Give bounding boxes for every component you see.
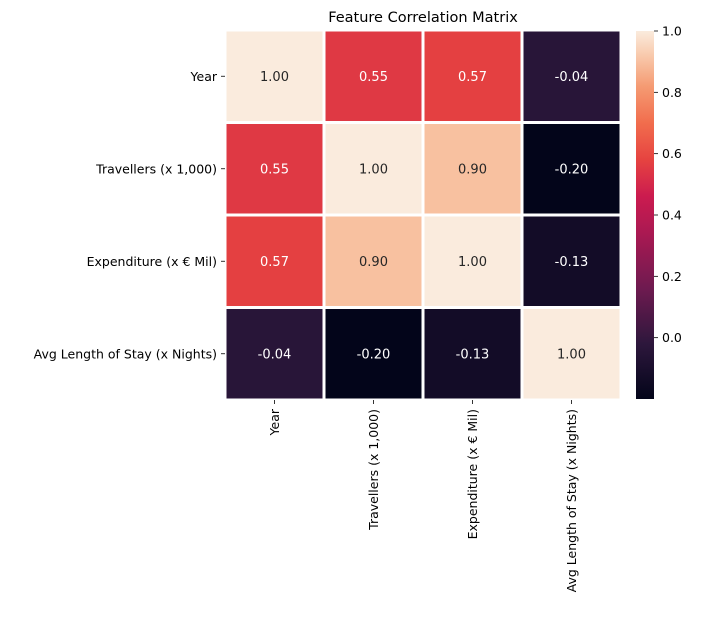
colorbar: 0.0 0.2 0.4 0.6 0.8 1.0 xyxy=(636,24,682,399)
cell-value-label: 0.90 xyxy=(359,255,388,270)
colorbar-gradient xyxy=(636,31,654,399)
cell-value-label: 0.55 xyxy=(359,70,388,85)
cell-value-label: -0.04 xyxy=(258,347,292,362)
colorbar-tick-label: 0.4 xyxy=(662,208,682,223)
cell-value-label: 1.00 xyxy=(260,70,289,85)
y-tick-label: Year xyxy=(190,69,218,84)
x-tick-label: Year xyxy=(267,408,282,436)
cell-value-label: 1.00 xyxy=(557,347,586,362)
cell-value-label: -0.20 xyxy=(555,162,589,177)
heatmap-cell xyxy=(322,121,425,217)
heatmap-cell xyxy=(322,213,425,309)
cell-value-label: 1.00 xyxy=(458,255,487,270)
y-tick-label: Travellers (x 1,000) xyxy=(95,161,217,176)
colorbar-tick-label: 0.0 xyxy=(662,330,682,345)
cell-value-label: -0.13 xyxy=(456,347,490,362)
heatmap-cells: 1.00 0.55 0.57 -0.04 0.55 1.00 0.90 -0.20 0.57 0.… xyxy=(223,28,623,402)
colorbar-tick-label: 0.6 xyxy=(662,146,682,161)
heatmap-cell xyxy=(520,306,623,402)
heatmap-cell xyxy=(322,306,425,402)
colorbar-tick-label: 0.2 xyxy=(662,269,682,284)
heatmap-cell xyxy=(520,121,623,217)
x-tick-label: Avg Length of Stay (x Nights) xyxy=(564,409,579,592)
y-tick-label: Avg Length of Stay (x Nights) xyxy=(34,346,217,361)
cell-value-label: 0.90 xyxy=(458,162,487,177)
x-tick-label: Travellers (x 1,000) xyxy=(366,409,381,531)
x-tick-labels: Year Travellers (x 1,000) Expenditure (x €… xyxy=(267,400,579,592)
cell-value-label: -0.20 xyxy=(357,347,391,362)
cell-value-label: -0.13 xyxy=(555,255,589,270)
colorbar-tick-label: 1.0 xyxy=(662,24,682,39)
y-tick-label: Expenditure (x € Mil) xyxy=(87,254,217,269)
heatmap-cell xyxy=(322,28,425,124)
x-tick-label: Expenditure (x € Mil) xyxy=(465,409,480,539)
cell-value-label: 0.57 xyxy=(458,70,487,85)
chart-title: Feature Correlation Matrix xyxy=(328,10,518,26)
y-tick-labels: Year Travellers (x 1,000) Expenditure (x €… xyxy=(34,69,225,361)
cell-value-label: 1.00 xyxy=(359,162,388,177)
colorbar-tick-label: 0.8 xyxy=(662,85,682,100)
heatmap-cell xyxy=(520,213,623,309)
heatmap-cell xyxy=(520,28,623,124)
cell-value-label: 0.57 xyxy=(260,255,289,270)
cell-value-label: -0.04 xyxy=(555,70,589,85)
cell-value-label: 0.55 xyxy=(260,162,289,177)
